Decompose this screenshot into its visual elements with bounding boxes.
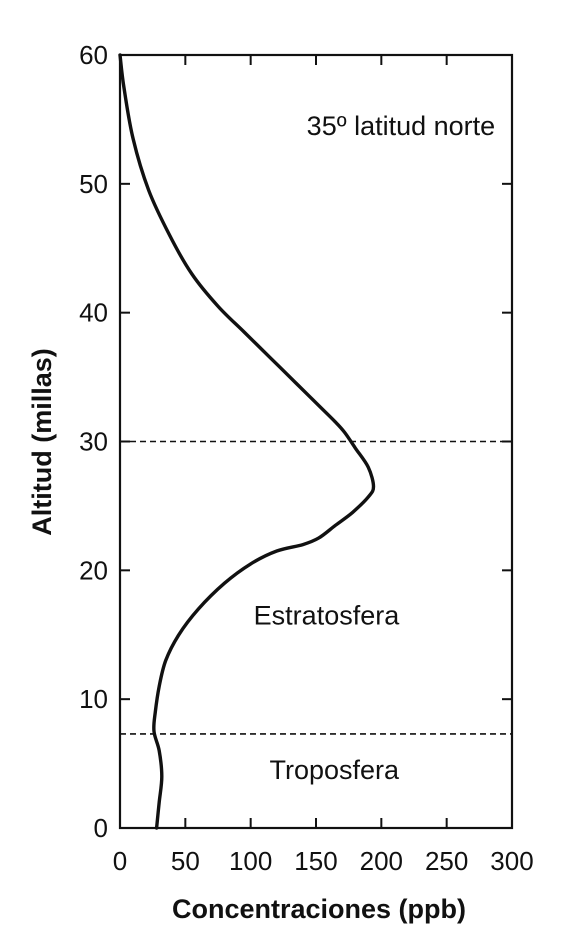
reference-lines [120,440,512,735]
y-tick-label: 50 [79,169,108,199]
x-tick-label: 50 [171,846,200,876]
x-tick-label: 200 [360,846,403,876]
ozone-concentration-line [118,53,376,830]
y-tick-label: 20 [79,555,108,585]
annotations: 35º latitud norte Estratosfera Troposfera [254,111,496,785]
x-tick-label: 100 [229,846,272,876]
x-tick-label: 0 [113,846,127,876]
annotation-label: Troposfera [270,755,401,785]
y-tick-label: 40 [79,298,108,328]
y-tick-label: 0 [94,813,108,843]
annotation-label: Estratosfera [254,600,401,630]
y-tick-label: 10 [79,684,108,714]
series-group [118,53,376,830]
annotation-label: 35º latitud norte [307,111,496,141]
y-axis-tick-labels: 0 10 20 30 40 50 60 [79,40,108,843]
y-tick-label: 30 [79,427,108,457]
x-tick-label: 150 [294,846,337,876]
y-axis-title: Altitud (millas) [27,348,57,536]
x-tick-label: 300 [490,846,533,876]
x-axis-title: Concentraciones (ppb) [172,894,466,924]
x-axis-tick-labels: 0 50 100 150 200 250 300 [113,846,534,876]
y-tick-label: 60 [79,40,108,70]
x-tick-label: 250 [425,846,468,876]
x-axis-ticks [119,55,513,828]
